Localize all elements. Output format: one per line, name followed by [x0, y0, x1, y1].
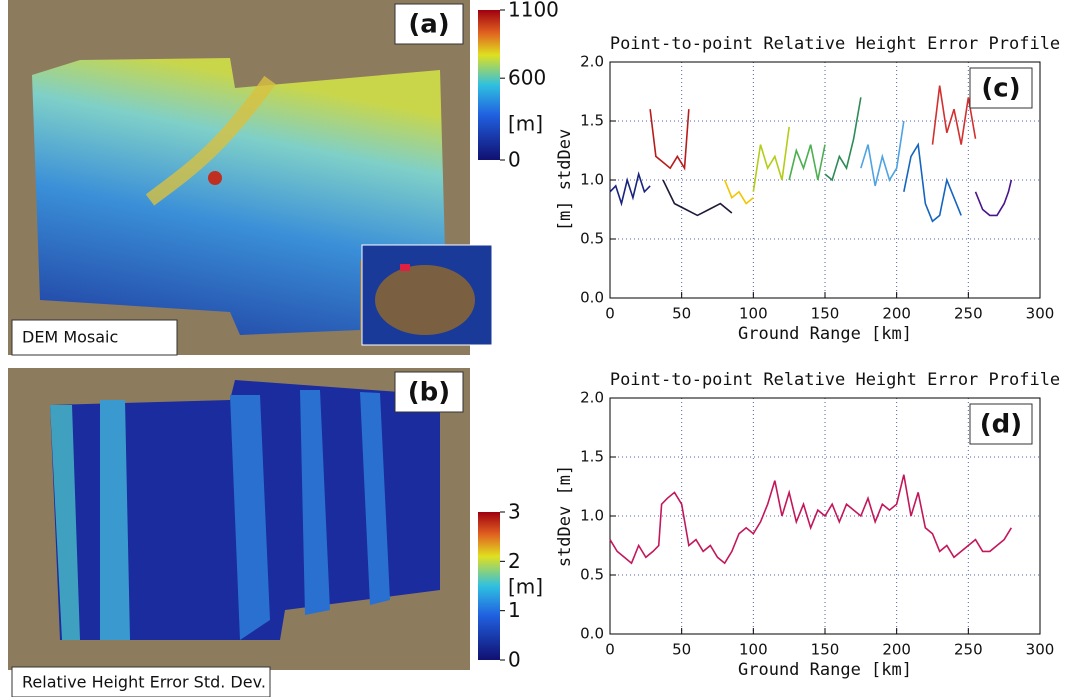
data-line — [860, 120, 905, 187]
data-line — [662, 179, 733, 217]
plot-frame — [609, 61, 1041, 299]
y-tick-label: 1.0 — [580, 171, 604, 189]
plot-frame — [609, 397, 1041, 635]
y-tick-label: 0.5 — [580, 566, 604, 584]
x-tick-label: 150 — [811, 305, 840, 323]
y-axis-label: stdDev [m] — [555, 465, 575, 567]
caption-box — [11, 666, 271, 697]
colorbar-tick-label: 0 — [508, 648, 521, 672]
x-tick-label: 300 — [1026, 305, 1055, 323]
x-tick-label: 300 — [1026, 641, 1055, 659]
colorbar — [478, 512, 500, 660]
colorbar-tick-label: 1100 — [508, 0, 559, 22]
data-line — [723, 179, 754, 205]
colorbar-tick-label: 600 — [508, 66, 546, 90]
chart-title: Point-to-point Relative Height Error Pro… — [610, 34, 1060, 54]
x-tick-label: 250 — [954, 641, 983, 659]
y-tick-label: 0.5 — [580, 230, 604, 248]
colorbar-unit: [m] — [508, 112, 543, 136]
x-tick-label: 0 — [605, 641, 615, 659]
x-tick-label: 0 — [605, 305, 615, 323]
y-tick-label: 0.0 — [580, 625, 604, 643]
data-line — [609, 171, 651, 207]
panel-label-box — [969, 403, 1033, 445]
y-tick-label: 2.0 — [580, 389, 604, 407]
x-tick-label: 50 — [672, 641, 691, 659]
chart-title: Point-to-point Relative Height Error Pro… — [610, 370, 1060, 390]
colorbar-tick-label: 1 — [508, 598, 521, 622]
panel-label-box — [394, 3, 464, 45]
colorbar-unit: [m] — [508, 575, 543, 599]
panel-label-box — [969, 67, 1033, 109]
y-tick-label: 1.5 — [580, 112, 604, 130]
data-line — [974, 179, 1013, 217]
x-axis-label: Ground Range [km] — [738, 324, 912, 344]
panel-label-box — [394, 371, 464, 413]
panel-label: (d) — [980, 410, 1022, 440]
data-line — [649, 109, 690, 171]
colorbar — [478, 10, 500, 160]
colorbar-tick-label: 2 — [508, 549, 521, 573]
x-tick-label: 150 — [811, 641, 840, 659]
panel-label: (a) — [408, 10, 449, 40]
x-axis-label: Ground Range [km] — [738, 660, 912, 680]
colorbar-tick-label: 0 — [508, 148, 521, 172]
colorbar-tick-label: 3 — [508, 500, 521, 524]
data-line — [931, 85, 977, 145]
data-line — [788, 144, 826, 181]
panel-label: (c) — [981, 74, 1020, 104]
panel-label: (b) — [408, 378, 450, 408]
y-axis-label: [m] stdDev — [555, 129, 575, 231]
caption-box — [11, 319, 178, 356]
data-line — [824, 97, 862, 182]
y-tick-label: 1.5 — [580, 448, 604, 466]
x-tick-label: 200 — [882, 641, 911, 659]
map-b — [8, 368, 470, 670]
map-caption: Relative Height Error Std. Dev. — [22, 673, 266, 692]
y-tick-label: 1.0 — [580, 507, 604, 525]
data-line — [903, 142, 962, 223]
x-tick-label: 200 — [882, 305, 911, 323]
y-tick-label: 0.0 — [580, 289, 604, 307]
x-tick-label: 100 — [739, 641, 768, 659]
x-tick-label: 100 — [739, 305, 768, 323]
map-caption: DEM Mosaic — [22, 328, 118, 347]
map-a — [8, 0, 493, 355]
data-line — [609, 474, 1013, 565]
data-line — [752, 126, 790, 192]
x-tick-label: 50 — [672, 305, 691, 323]
x-tick-label: 250 — [954, 305, 983, 323]
y-tick-label: 2.0 — [580, 53, 604, 71]
